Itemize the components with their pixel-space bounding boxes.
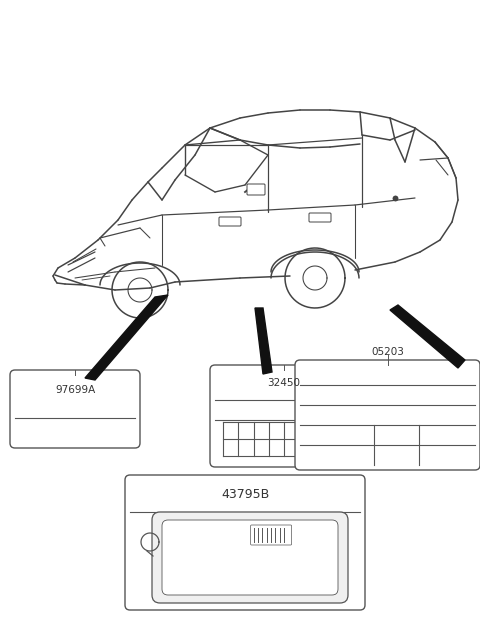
FancyBboxPatch shape [162, 520, 338, 595]
Text: 97699A: 97699A [55, 385, 95, 395]
FancyBboxPatch shape [219, 217, 241, 226]
Text: 43795B: 43795B [221, 488, 269, 501]
FancyBboxPatch shape [247, 184, 265, 195]
Polygon shape [390, 305, 465, 368]
FancyBboxPatch shape [309, 213, 331, 222]
Polygon shape [85, 295, 168, 380]
FancyBboxPatch shape [210, 365, 358, 467]
Text: 05203: 05203 [371, 347, 404, 357]
FancyBboxPatch shape [152, 512, 348, 603]
Polygon shape [255, 308, 272, 374]
Text: 32450: 32450 [267, 378, 300, 388]
FancyBboxPatch shape [125, 475, 365, 610]
FancyBboxPatch shape [295, 360, 480, 470]
FancyBboxPatch shape [10, 370, 140, 448]
